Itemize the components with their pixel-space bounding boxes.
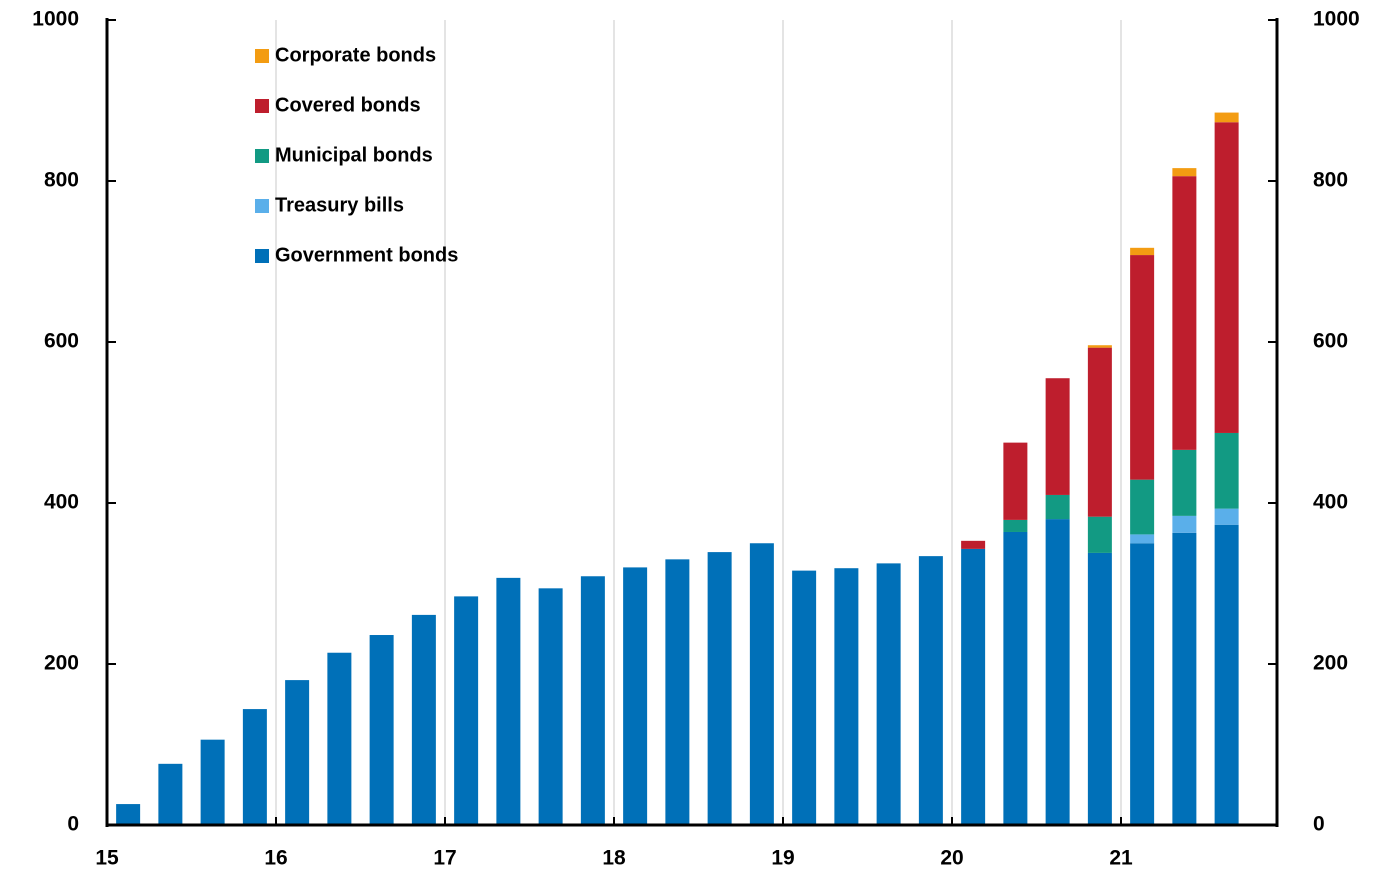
bar-segment [285, 680, 310, 825]
bar-segment [1172, 532, 1197, 825]
bar-segment [1087, 516, 1112, 553]
bar-segment [1003, 519, 1028, 532]
bar-segment [454, 596, 479, 825]
y-tick-label: 800 [44, 169, 79, 192]
x-tick-label: 17 [433, 847, 456, 870]
legend-swatch [255, 149, 269, 163]
legend-label: Government bonds [275, 244, 458, 266]
y-tick-label: 400 [44, 491, 79, 514]
bar-segment [411, 614, 436, 825]
bar-segment [918, 556, 943, 825]
bar-segment [1045, 494, 1070, 520]
bar-segment [961, 548, 986, 825]
bar-segment [538, 588, 563, 825]
x-tick-label: 18 [602, 847, 626, 870]
y-tick-label: 0 [67, 813, 79, 836]
x-tick-label: 19 [771, 847, 794, 870]
bar-segment [200, 739, 225, 825]
bar-segment [749, 543, 774, 825]
y-tick-label: 200 [44, 652, 79, 675]
x-tick-label: 20 [940, 847, 963, 870]
y-tick-label: 600 [44, 330, 79, 353]
bar-segment [1172, 449, 1197, 516]
bar-segment [1087, 347, 1112, 517]
y2-tick-label: 0 [1313, 813, 1325, 836]
y2-tick-label: 1000 [1313, 8, 1360, 31]
bar-segment [707, 552, 732, 825]
bar-segment [158, 763, 183, 825]
x-tick-label: 15 [95, 847, 119, 870]
x-tick-label: 21 [1109, 847, 1133, 870]
bar-segment [116, 804, 141, 825]
bar-segment [580, 576, 605, 825]
bar-segment [1045, 378, 1070, 495]
bar-segment [1214, 122, 1239, 433]
bar-segment [876, 563, 901, 825]
bar-segment [1130, 543, 1155, 825]
x-tick-label: 16 [264, 847, 287, 870]
bar-segment [623, 567, 648, 825]
bar-segment [1130, 247, 1155, 256]
bar-segment [242, 709, 267, 825]
bar-segment [1214, 112, 1239, 123]
bar-segment [496, 577, 521, 825]
y-tick-label: 1000 [32, 8, 79, 31]
legend-swatch [255, 249, 269, 263]
bar-segment [792, 570, 817, 825]
bar-segment [1003, 531, 1028, 825]
legend-label: Corporate bonds [275, 44, 436, 66]
bar-segment [665, 559, 690, 825]
bar-segment [1130, 255, 1155, 480]
bar-segment [327, 652, 352, 825]
bar-segment [1130, 534, 1155, 544]
bar-segment [1172, 515, 1197, 533]
legend-swatch [255, 49, 269, 63]
bar-segment [834, 568, 859, 825]
legend-label: Municipal bonds [275, 144, 433, 166]
bar-segment [1130, 479, 1155, 535]
bar-segment [369, 635, 394, 825]
legend-swatch [255, 99, 269, 113]
bar-segment [1172, 168, 1197, 177]
y2-tick-label: 800 [1313, 169, 1348, 192]
bar-segment [1214, 432, 1239, 509]
bar-segment [1087, 552, 1112, 825]
legend-label: Treasury bills [275, 194, 404, 216]
bar-segment [1003, 442, 1028, 520]
y2-tick-label: 200 [1313, 652, 1348, 675]
bar-segment [1087, 345, 1112, 348]
y2-tick-label: 600 [1313, 330, 1348, 353]
bar-segment [961, 540, 986, 549]
legend-swatch [255, 199, 269, 213]
bar-segment [1172, 176, 1197, 450]
bar-segment [1214, 524, 1239, 825]
bar-segment [1214, 508, 1239, 525]
y2-tick-label: 400 [1313, 491, 1348, 514]
legend-label: Covered bonds [275, 94, 421, 116]
bar-segment [1045, 519, 1070, 825]
